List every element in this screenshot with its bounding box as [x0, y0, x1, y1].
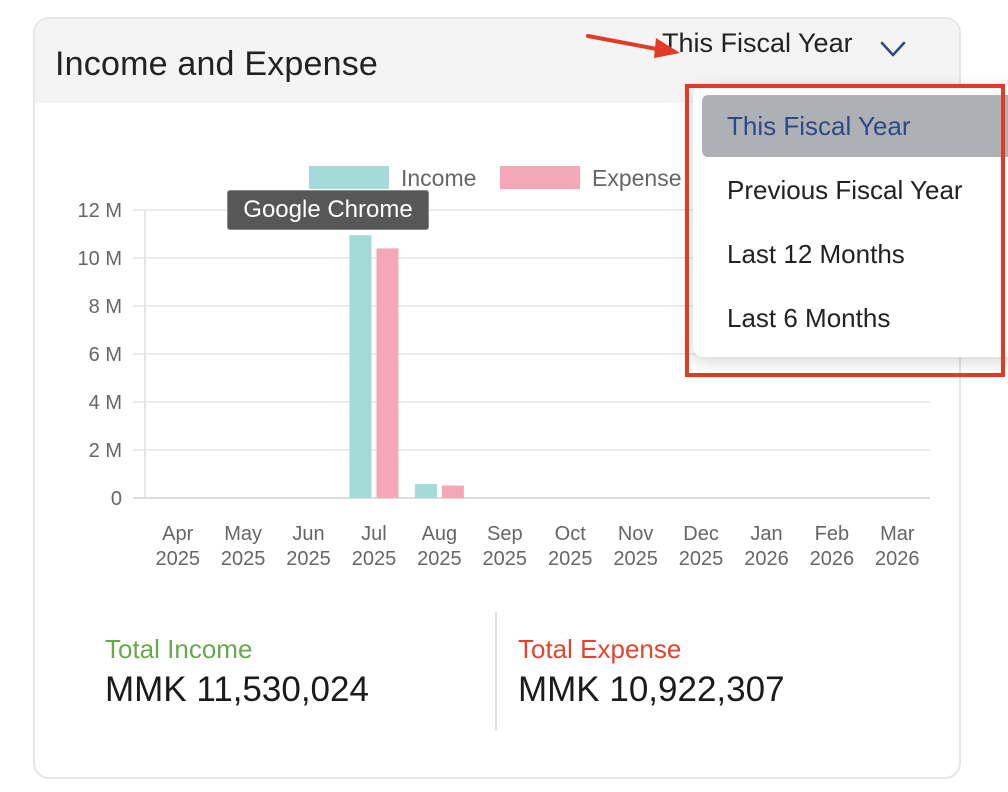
x-tick-label: Oct — [555, 523, 587, 545]
option-last-6-months[interactable]: Last 6 Months — [727, 303, 891, 333]
x-tick-year-label: 2025 — [286, 548, 331, 570]
total-income-value: MMK 11,530,024 — [105, 670, 369, 709]
legend-label-income: Income — [401, 165, 476, 191]
option-previous-fiscal-year[interactable]: Previous Fiscal Year — [727, 175, 963, 205]
y-tick-label: 4 M — [89, 392, 122, 414]
total-expense-value: MMK 10,922,307 — [518, 670, 785, 709]
legend-label-expense: Expense — [592, 165, 682, 191]
option-this-fiscal-year[interactable]: This Fiscal Year — [702, 95, 1008, 157]
x-tick-year-label: 2025 — [155, 548, 200, 570]
total-expense-label: Total Expense — [518, 634, 682, 664]
y-tick-label: 2 M — [89, 440, 122, 462]
x-tick-year-label: 2026 — [810, 548, 855, 570]
y-tick-label: 10 M — [78, 248, 122, 270]
x-tick-year-label: 2025 — [417, 548, 462, 570]
x-tick-year-label: 2025 — [679, 548, 724, 570]
app-tooltip: Google Chrome — [227, 190, 429, 230]
annotation-highlight-box — [685, 84, 1005, 377]
chevron-down-icon[interactable] — [880, 40, 906, 58]
x-tick-label: Nov — [618, 523, 654, 545]
x-tick-label: Feb — [815, 523, 849, 545]
x-tick-year-label: 2026 — [875, 548, 920, 570]
card-title: Income and Expense — [55, 45, 379, 83]
y-tick-label: 6 M — [89, 344, 122, 366]
period-filter-select[interactable]: This Fiscal Year — [662, 28, 853, 58]
card-header: Income and Expense — [35, 19, 959, 103]
x-tick-year-label: 2025 — [548, 548, 593, 570]
x-tick-label: Jun — [292, 523, 324, 545]
x-tick-year-label: 2026 — [744, 548, 789, 570]
period-dropdown-menu: This Fiscal Year Previous Fiscal Year La… — [693, 85, 1008, 357]
x-tick-label: Apr — [162, 523, 193, 545]
legend-swatch-expense — [500, 166, 580, 189]
x-tick-label: Mar — [880, 523, 915, 545]
annotation-arrow-icon — [586, 34, 680, 58]
x-tick-label: Jan — [750, 523, 782, 545]
x-tick-year-label: 2025 — [352, 548, 397, 570]
expense-bar — [441, 485, 464, 498]
y-tick-label: 8 M — [89, 296, 122, 318]
totals-divider — [495, 612, 497, 730]
x-tick-label: May — [224, 523, 262, 545]
y-tick-label: 0 — [111, 488, 122, 510]
option-last-12-months[interactable]: Last 12 Months — [727, 239, 905, 269]
income-bar — [349, 235, 372, 498]
x-tick-year-label: 2025 — [613, 548, 658, 570]
x-tick-year-label: 2025 — [221, 548, 266, 570]
expense-bar — [376, 248, 399, 498]
x-tick-label: Dec — [683, 523, 719, 545]
income-bar — [414, 484, 437, 498]
x-tick-label: Sep — [487, 523, 523, 545]
x-tick-label: Aug — [422, 523, 458, 545]
y-tick-label: 12 M — [78, 200, 122, 222]
x-tick-year-label: 2025 — [483, 548, 528, 570]
x-tick-label: Jul — [361, 523, 387, 545]
legend-swatch-income — [309, 166, 389, 189]
total-income-label: Total Income — [105, 634, 253, 664]
